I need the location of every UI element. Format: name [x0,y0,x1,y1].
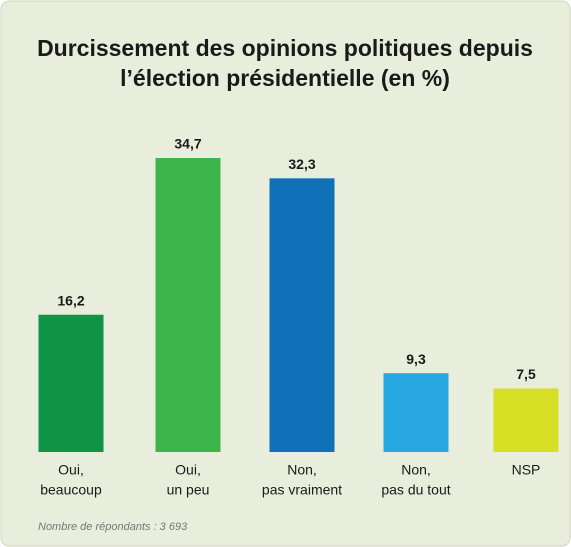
chart-title: Durcissement des opinions politiques dep… [37,35,533,61]
value-label: 9,3 [406,351,426,367]
category-label: beaucoup [40,482,102,498]
value-label: 32,3 [288,156,315,172]
category-label: Non, [287,462,317,478]
category-label: Non, [401,462,431,478]
category-label: Oui, [58,462,84,478]
bar [383,373,449,452]
category-label: NSP [512,462,541,478]
category-label: un peu [167,482,210,498]
value-label: 16,2 [57,292,84,308]
footnote: Nombre de répondants : 3 693 [38,521,188,533]
bar [493,388,559,452]
value-label: 34,7 [174,136,201,152]
bar [38,314,104,452]
bar [155,158,221,452]
category-label: Oui, [175,462,201,478]
category-label: pas vraiment [262,482,342,498]
chart-title: l’élection présidentielle (en %) [120,65,450,91]
category-label: pas du tout [381,482,450,498]
value-label: 7,5 [516,366,536,382]
bar [269,178,335,452]
